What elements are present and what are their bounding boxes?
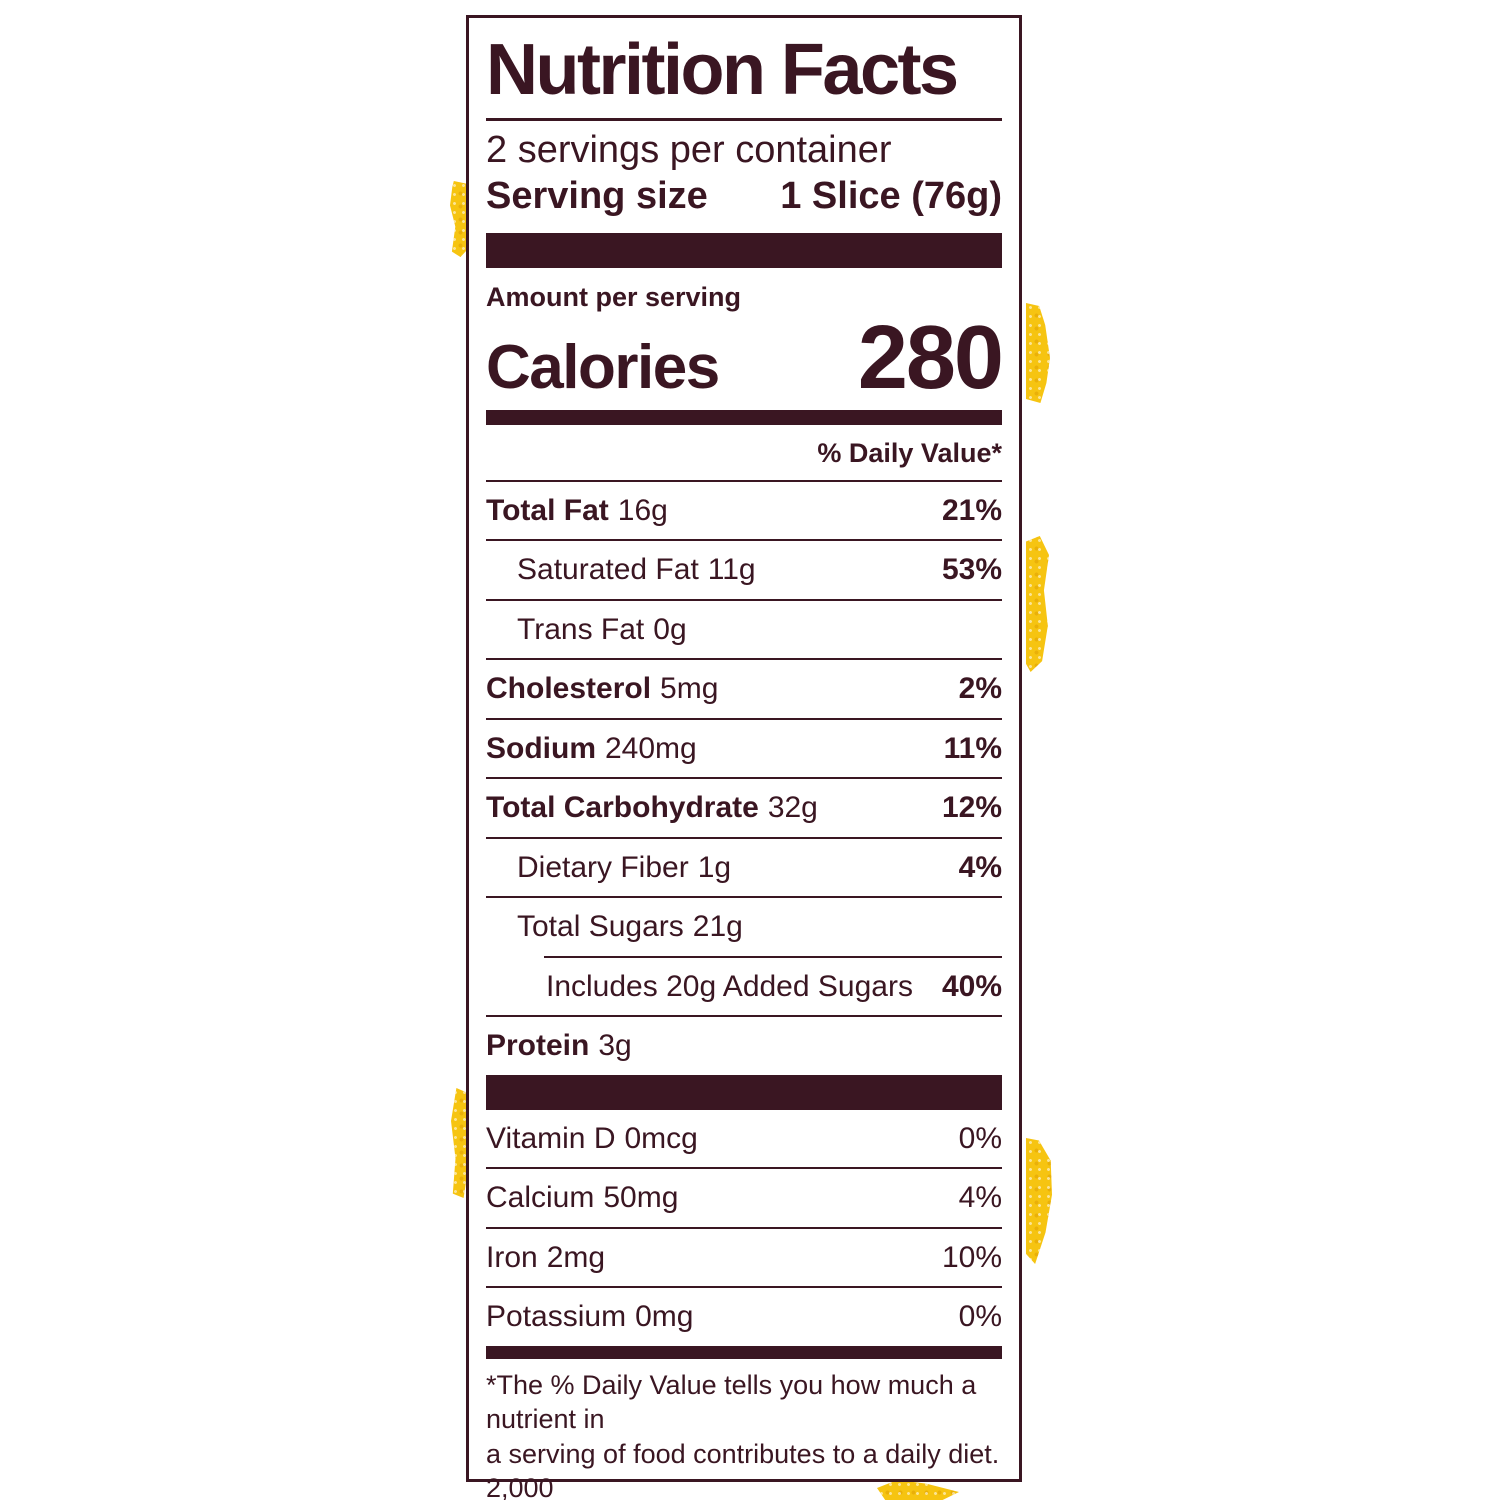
calories-value: 280 <box>857 308 1004 409</box>
nutrient-dv: 4% <box>958 850 1002 884</box>
vitamin-row-vitamin-d: Vitamin D 0mcg 0% <box>486 1110 1002 1168</box>
servings-per-container: 2 servings per container <box>486 129 892 171</box>
vitamin-amount: 0mg <box>635 1300 694 1334</box>
section-bar-footnote <box>486 1345 1002 1359</box>
nutrition-facts-title: Nutrition Facts <box>486 30 959 110</box>
nutrient-name: Saturated Fat <box>517 553 699 587</box>
serving-size-value: 1 Slice (76g) <box>780 174 1002 217</box>
crayon-mark-right-lower <box>1026 1138 1052 1264</box>
row-divider <box>486 479 1002 482</box>
nutrient-name: Total Fat <box>486 493 609 527</box>
nutrient-row-dietary-fiber: Dietary Fiber 1g 4% <box>486 839 1002 897</box>
vitamin-dv: 4% <box>958 1181 1002 1215</box>
nutrition-facts-panel: Nutrition Facts 2 servings per container… <box>466 15 1022 1500</box>
nutrient-row-total-sugars: Total Sugars 21g <box>486 898 1002 956</box>
section-bar-vitamins <box>486 1074 1002 1110</box>
vitamin-dv: 10% <box>941 1240 1002 1274</box>
nutrient-amount: 3g <box>598 1029 632 1063</box>
vitamin-row-iron: Iron 2mg 10% <box>486 1229 1002 1287</box>
nutrient-row-total-carbohydrate: Total Carbohydrate 32g 12% <box>486 779 1002 837</box>
vitamin-dv: 0% <box>958 1300 1002 1334</box>
footnote-line: a serving of food contributes to a daily… <box>486 1438 1000 1500</box>
nutrient-name: Protein <box>486 1029 590 1063</box>
row-divider <box>486 836 1002 839</box>
crayon-mark-right-upper <box>1026 303 1050 403</box>
vitamin-row-calcium: Calcium 50mg 4% <box>486 1169 1002 1227</box>
section-bar-calories <box>486 409 1002 425</box>
daily-value-footnote: *The % Daily Value tells you how much a … <box>486 1359 1002 1500</box>
nutrient-amount: 32g <box>767 791 818 825</box>
nutrient-row-added-sugars: Includes 20g Added Sugars 40% <box>486 958 1002 1016</box>
vitamin-amount: 50mg <box>603 1181 679 1215</box>
nutrient-dv: 11% <box>943 731 1002 765</box>
row-divider <box>486 896 1002 899</box>
nutrient-name: Cholesterol <box>486 672 652 706</box>
row-divider <box>486 658 1002 661</box>
nutrient-amount: 11g <box>707 553 756 587</box>
nutrient-name: Includes 20g Added Sugars <box>546 969 913 1003</box>
vitamin-name: Iron <box>486 1240 538 1274</box>
vitamin-name: Potassium <box>486 1300 627 1334</box>
row-divider <box>486 1286 1002 1289</box>
nutrient-amount: 21g <box>692 910 743 944</box>
row-divider <box>486 598 1002 601</box>
nutrient-row-saturated-fat: Saturated Fat 11g 53% <box>486 541 1002 599</box>
vitamin-dv: 0% <box>958 1121 1002 1155</box>
serving-size-row: Serving size 1 Slice (76g) <box>486 174 1002 234</box>
title-divider <box>486 118 1002 121</box>
nutrient-name: Sodium <box>486 731 596 765</box>
nutrient-row-sodium: Sodium 240mg 11% <box>486 720 1002 778</box>
vitamin-amount: 2mg <box>546 1240 606 1274</box>
nutrient-amount: 1g <box>697 850 732 884</box>
vitamin-name: Vitamin D <box>486 1121 616 1155</box>
footnote-line: *The % Daily Value tells you how much a … <box>486 1369 977 1435</box>
row-divider <box>486 539 1002 542</box>
nutrient-row-protein: Protein 3g <box>486 1017 1002 1075</box>
nutrient-row-total-fat: Total Fat 16g 21% <box>486 482 1002 540</box>
calories-label: Calories <box>486 333 720 403</box>
crayon-mark-left-lower <box>451 1088 469 1198</box>
serving-size-label: Serving size <box>486 174 708 217</box>
nutrient-row-trans-fat: Trans Fat 0g <box>486 601 1002 659</box>
row-divider-indented <box>544 955 1002 958</box>
nutrient-row-cholesterol: Cholesterol 5mg 2% <box>486 660 1002 718</box>
vitamin-amount: 0mcg <box>624 1121 698 1155</box>
section-bar-top <box>486 233 1002 269</box>
nutrient-dv: 53% <box>941 553 1002 587</box>
calories-row: Calories 280 <box>486 308 1004 409</box>
nutrient-name: Total Carbohydrate <box>486 791 759 825</box>
nutrient-amount: 5mg <box>660 672 719 706</box>
vitamin-row-potassium: Potassium 0mg 0% <box>486 1288 1002 1346</box>
nutrient-name: Trans Fat <box>517 612 645 646</box>
nutrient-name: Dietary Fiber <box>517 850 689 884</box>
nutrient-name: Total Sugars <box>517 910 684 944</box>
vitamin-name: Calcium <box>486 1181 595 1215</box>
row-divider <box>486 1226 1002 1229</box>
nutrient-dv: 40% <box>941 969 1002 1003</box>
nutrient-dv: 2% <box>958 672 1002 706</box>
nutrient-dv: 12% <box>941 791 1002 825</box>
daily-value-header: % Daily Value* <box>817 437 1002 468</box>
nutrient-dv: 21% <box>941 493 1002 527</box>
nutrient-amount: 240mg <box>605 731 697 765</box>
crayon-mark-right-middle <box>1026 536 1049 672</box>
row-divider <box>486 777 1002 780</box>
nutrient-amount: 0g <box>653 612 687 646</box>
row-divider <box>486 1167 1002 1170</box>
crayon-mark-left-top <box>450 181 469 257</box>
nutrient-amount: 16g <box>617 493 668 527</box>
row-divider <box>486 1015 1002 1018</box>
row-divider <box>486 717 1002 720</box>
amount-per-serving-label: Amount per serving <box>486 282 742 313</box>
